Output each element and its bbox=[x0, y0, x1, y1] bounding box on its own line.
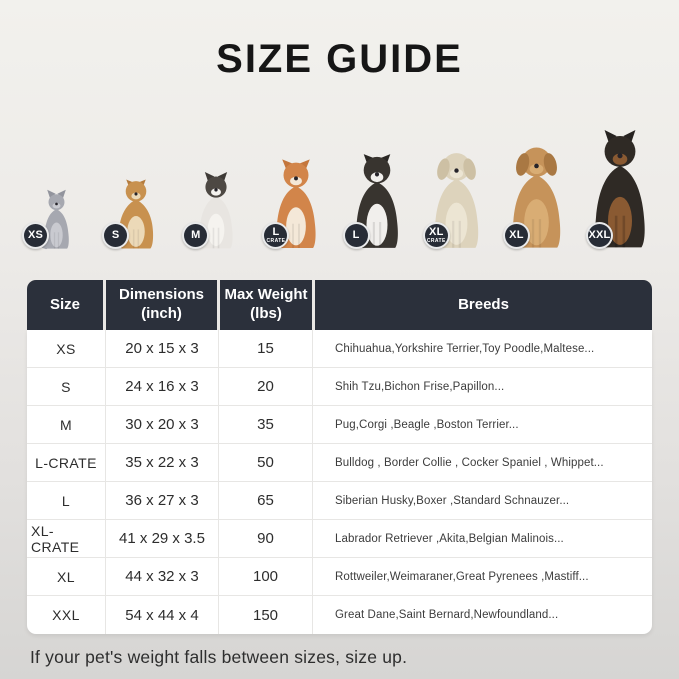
badge-label: XS bbox=[28, 229, 44, 241]
badge-sublabel: CRATE bbox=[266, 237, 286, 244]
badge-label: XXL bbox=[588, 229, 611, 241]
cell-size: XXL bbox=[27, 596, 106, 634]
table-row-l-crate: L-CRATE 35 x 22 x 3 50 Bulldog , Border … bbox=[27, 444, 652, 482]
cell-breeds: Pug,Corgi ,Beagle ,Boston Terrier... bbox=[335, 418, 519, 431]
column-header-dimensions: Dimensions (inch) bbox=[106, 280, 217, 330]
cat-illustration bbox=[37, 189, 69, 250]
animal-cat-xs: XS bbox=[16, 188, 96, 250]
table-body: XS 20 x 15 x 3 15 Chihuahua,Yorkshire Te… bbox=[27, 330, 652, 634]
cell-breeds: Rottweiler,Weimaraner,Great Pyrenees ,Ma… bbox=[335, 570, 589, 583]
size-badge-l-crate: L CRATE bbox=[262, 222, 290, 249]
size-badge-s: S bbox=[102, 222, 130, 249]
badge-label: L bbox=[272, 225, 280, 238]
cell-max-weight: 50 bbox=[219, 444, 313, 481]
cell-size: XL bbox=[27, 558, 106, 595]
badge-label: L bbox=[352, 229, 360, 241]
badge-label: XL bbox=[509, 229, 524, 241]
cell-size: XS bbox=[27, 330, 106, 367]
cell-size: L-CRATE bbox=[27, 444, 106, 481]
size-guide-table: Size Dimensions (inch) Max Weight (lbs) … bbox=[27, 280, 652, 634]
header-line1: Max Weight bbox=[224, 286, 308, 304]
cell-breeds: Chihuahua,Yorkshire Terrier,Toy Poodle,M… bbox=[335, 342, 595, 355]
cell-breeds: Great Dane,Saint Bernard,Newfoundland... bbox=[335, 609, 559, 621]
cell-dimensions: 36 x 27 x 3 bbox=[106, 482, 219, 519]
table-header-row: Size Dimensions (inch) Max Weight (lbs) … bbox=[27, 280, 652, 330]
animal-doberman-xxl: XXL bbox=[577, 130, 663, 250]
cell-dimensions: 54 x 44 x 4 bbox=[106, 596, 219, 634]
animal-border-collie-l: L bbox=[337, 152, 417, 250]
cell-breeds: Labrador Retriever ,Akita,Belgian Malino… bbox=[335, 532, 564, 545]
golden-retriever-illustration bbox=[513, 147, 561, 248]
cell-dimensions: 20 x 15 x 3 bbox=[106, 330, 219, 367]
animal-size-strip: XS S bbox=[0, 118, 679, 250]
cell-max-weight: 35 bbox=[219, 406, 313, 443]
sizing-advice-note: If your pet's weight falls between sizes… bbox=[30, 647, 408, 667]
table-row-xl-crate: XL-CRATE 41 x 29 x 3.5 90 Labrador Retri… bbox=[27, 520, 652, 558]
size-badge-m: M bbox=[182, 222, 210, 249]
table-row-xxl: XXL 54 x 44 x 4 150 Great Dane,Saint Ber… bbox=[27, 596, 652, 634]
cell-size: S bbox=[27, 368, 106, 405]
size-badge-xl-crate: XL CRATE bbox=[422, 222, 450, 249]
animal-shiba-inu-l-crate: L CRATE bbox=[256, 158, 336, 250]
cell-max-weight: 150 bbox=[219, 596, 313, 634]
cell-size: M bbox=[27, 406, 106, 443]
header-line1: Breeds bbox=[458, 295, 509, 313]
badge-label: M bbox=[191, 229, 201, 241]
cell-max-weight: 100 bbox=[219, 558, 313, 595]
table-row-m: M 30 x 20 x 3 35 Pug,Corgi ,Beagle ,Bost… bbox=[27, 406, 652, 444]
cell-dimensions: 44 x 32 x 3 bbox=[106, 558, 219, 595]
size-badge-xl: XL bbox=[502, 222, 530, 249]
column-header-max-weight: Max Weight (lbs) bbox=[220, 280, 312, 330]
animal-labrador-xl-crate: XL CRATE bbox=[417, 148, 497, 250]
cell-dimensions: 35 x 22 x 3 bbox=[106, 444, 219, 481]
badge-sublabel: CRATE bbox=[426, 237, 446, 244]
page-title: SIZE GUIDE bbox=[216, 36, 463, 81]
cell-max-weight: 65 bbox=[219, 482, 313, 519]
title-bar: SIZE GUIDE bbox=[0, 0, 679, 118]
cell-breeds: Shih Tzu,Bichon Frise,Papillon... bbox=[335, 380, 505, 393]
size-badge-l: L bbox=[342, 222, 370, 249]
table-row-xl: XL 44 x 32 x 3 100 Rottweiler,Weimaraner… bbox=[27, 558, 652, 596]
badge-label: S bbox=[111, 229, 120, 241]
header-line1: Size bbox=[49, 295, 80, 313]
column-header-breeds: Breeds bbox=[315, 280, 652, 330]
cell-max-weight: 90 bbox=[219, 520, 313, 557]
cell-max-weight: 15 bbox=[219, 330, 313, 367]
column-header-size: Size bbox=[27, 280, 103, 330]
cell-breeds: Bulldog , Border Collie , Cocker Spaniel… bbox=[335, 456, 604, 469]
animal-golden-retriever-xl: XL bbox=[497, 142, 577, 250]
header-line1: Dimensions bbox=[118, 286, 205, 304]
cell-size: XL-CRATE bbox=[27, 520, 106, 557]
badge-label: XL bbox=[429, 225, 444, 238]
table-row-l: L 36 x 27 x 3 65 Siberian Husky,Boxer ,S… bbox=[27, 482, 652, 520]
size-badge-xxl: XXL bbox=[585, 222, 613, 249]
cell-dimensions: 41 x 29 x 3.5 bbox=[106, 520, 219, 557]
table-row-s: S 24 x 16 x 3 20 Shih Tzu,Bichon Frise,P… bbox=[27, 368, 652, 406]
animal-french-bulldog-m: M bbox=[176, 172, 256, 250]
cell-max-weight: 20 bbox=[219, 368, 313, 405]
table-row-xs: XS 20 x 15 x 3 15 Chihuahua,Yorkshire Te… bbox=[27, 330, 652, 368]
cell-dimensions: 30 x 20 x 3 bbox=[106, 406, 219, 443]
header-line2: (lbs) bbox=[250, 305, 282, 322]
cell-breeds: Siberian Husky,Boxer ,Standard Schnauzer… bbox=[335, 494, 570, 507]
cell-dimensions: 24 x 16 x 3 bbox=[106, 368, 219, 405]
animal-pomeranian-s: S bbox=[96, 178, 176, 250]
cell-size: L bbox=[27, 482, 106, 519]
size-badge-xs: XS bbox=[22, 222, 50, 249]
header-line2: (inch) bbox=[141, 305, 182, 322]
